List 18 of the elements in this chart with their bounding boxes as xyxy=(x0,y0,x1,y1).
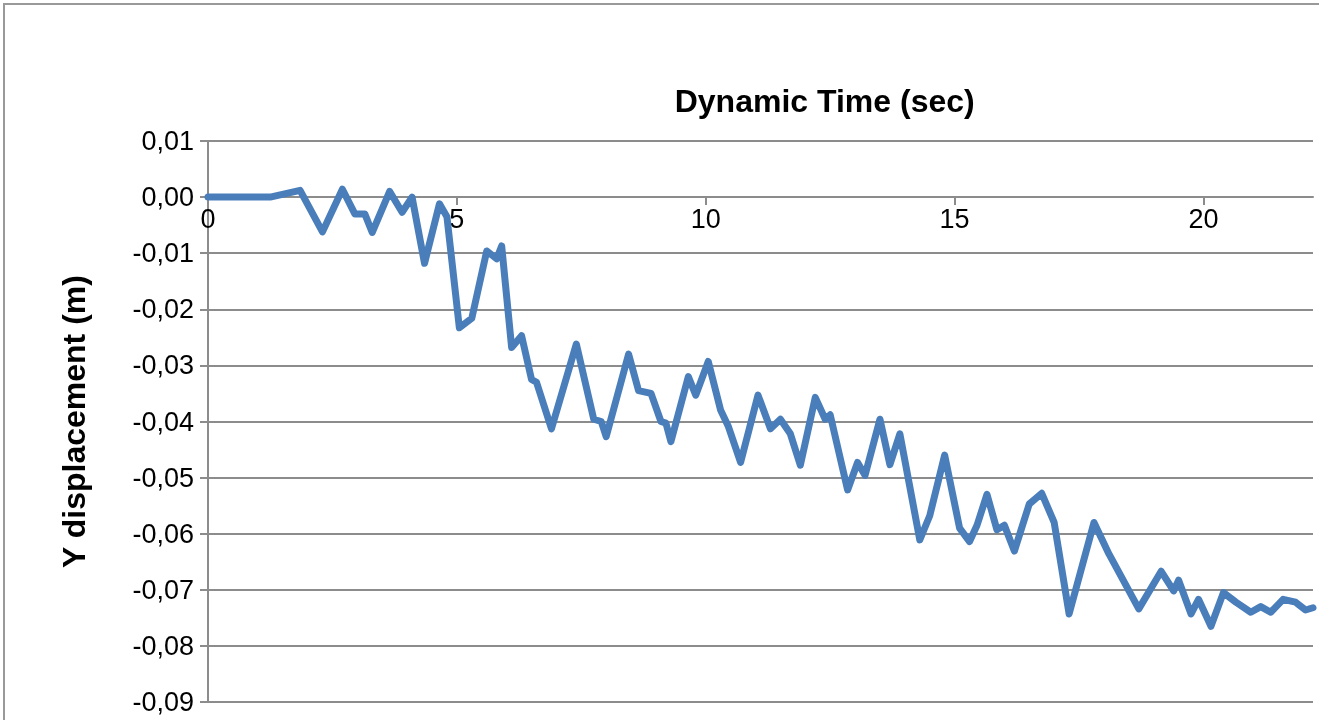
y-tick-label: -0,06 xyxy=(132,518,194,549)
y-tick-label: -0,09 xyxy=(132,687,194,717)
y-tick-label: -0,01 xyxy=(132,238,194,269)
y-tick-label: -0,04 xyxy=(132,406,194,437)
y-tick-label: 0,01 xyxy=(141,126,194,156)
x-tick-label: 20 xyxy=(1188,203,1219,234)
x-axis-title: Dynamic Time (sec) xyxy=(674,83,975,119)
y-axis-title: Y displacement (m) xyxy=(56,275,92,568)
y-tick-label: -0,08 xyxy=(132,630,194,661)
x-tick-label: 15 xyxy=(939,203,970,234)
y-tick-label: -0,02 xyxy=(132,294,194,325)
y-tick-label: -0,03 xyxy=(132,350,194,381)
x-tick-label: 0 xyxy=(200,203,216,234)
y-tick-label: 0,00 xyxy=(141,182,194,213)
x-tick-label: 10 xyxy=(690,203,721,234)
y-tick-label: -0,07 xyxy=(132,574,194,605)
x-tick-label: 5 xyxy=(449,203,465,234)
y-tick-label: -0,05 xyxy=(132,462,194,493)
